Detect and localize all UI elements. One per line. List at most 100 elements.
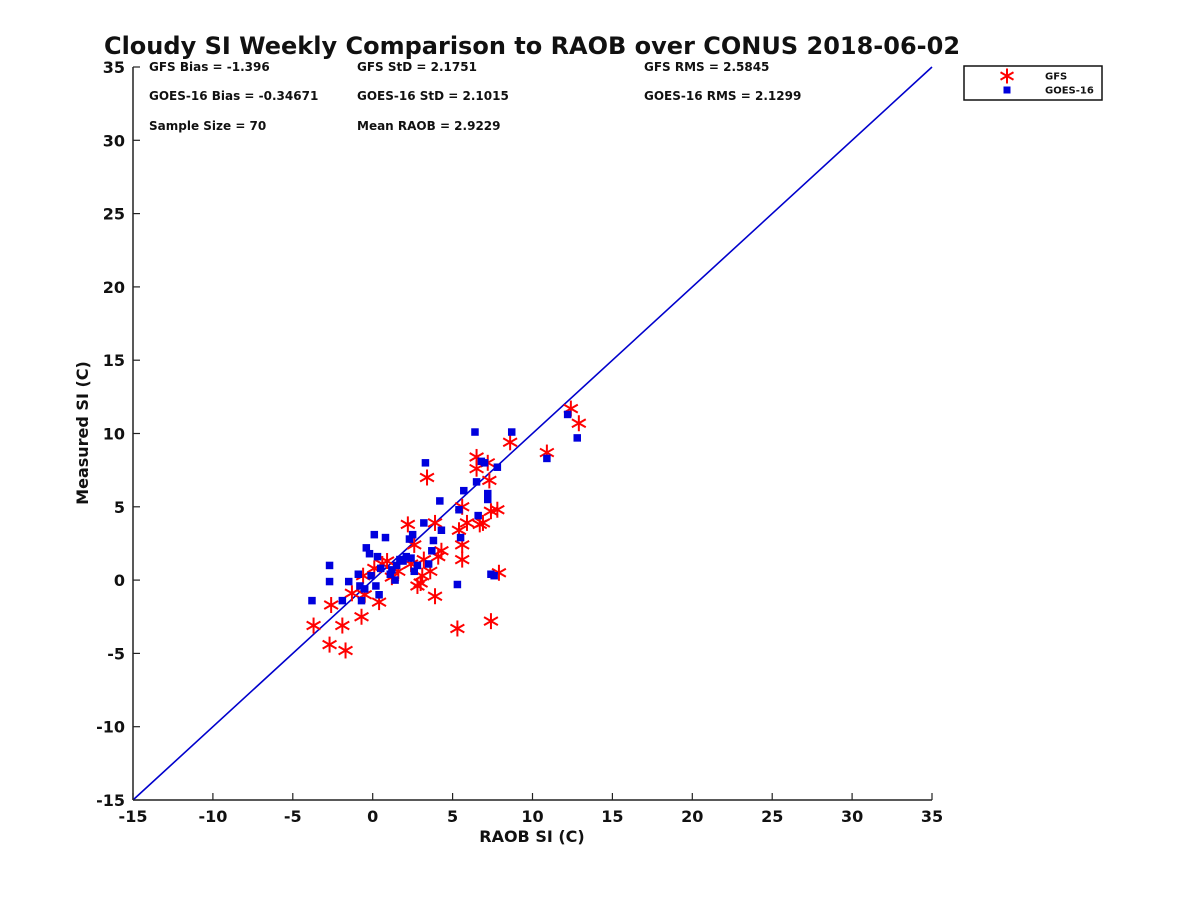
- legend-item-gfs: GFS: [1000, 68, 1067, 84]
- gfs-point: [354, 608, 369, 625]
- goes16-point: [413, 561, 422, 570]
- gfs-point: [489, 501, 505, 518]
- goes16-point: [484, 495, 492, 504]
- goes16-point: [484, 489, 492, 498]
- goes16-point: [402, 552, 411, 561]
- gfs-point: [481, 472, 497, 489]
- y-axis-ticks: -15 -10 -5 0 5 10 15 20 25 30 35: [96, 58, 140, 810]
- y-tick-label: 20: [103, 278, 125, 297]
- y-tick-label: -10: [96, 718, 125, 737]
- y-tick-label: -5: [107, 644, 125, 663]
- gfs-point: [475, 514, 491, 531]
- x-tick-label: 30: [841, 807, 863, 826]
- x-tick-label: 25: [761, 807, 783, 826]
- gfs-point: [433, 542, 449, 559]
- goes16-point: [370, 530, 379, 539]
- stat-annotation: GFS Bias = -1.396: [149, 60, 270, 74]
- goes16-point: [420, 519, 428, 527]
- x-tick-label: 35: [921, 807, 943, 826]
- y-tick-label: 30: [103, 131, 125, 150]
- goes16-point: [373, 552, 382, 561]
- one-to-one-reference-line: [132, 66, 933, 801]
- goes16-point: [563, 410, 572, 419]
- x-tick-label: -5: [284, 807, 302, 826]
- legend-box: [963, 65, 1103, 101]
- statistics-annotations: GFS Bias = -1.396 GFS StD = 2.1751 GFS RMS…: [149, 60, 801, 133]
- goes16-point: [325, 577, 334, 586]
- goes16-point: [362, 544, 371, 552]
- goes16-point: [360, 585, 369, 593]
- gfs-point: [502, 434, 518, 451]
- goes16-point: [356, 582, 364, 590]
- series-goes-16: [308, 410, 581, 605]
- goes16-point: [472, 478, 481, 486]
- gfs-point: [379, 553, 395, 570]
- goes16-point: [456, 533, 465, 542]
- stat-annotation: GFS StD = 2.1751: [357, 60, 477, 74]
- stat-annotation: Mean RAOB = 2.9229: [357, 119, 501, 133]
- gfs-point: [306, 617, 322, 634]
- goes16-point: [410, 567, 418, 576]
- goes16-point: [429, 536, 438, 545]
- stat-annotation: GOES-16 Bias = -0.34671: [149, 89, 318, 103]
- x-tick-label: -10: [198, 807, 227, 826]
- legend-label: GFS: [1045, 72, 1067, 83]
- y-tick-label: -15: [96, 791, 125, 810]
- gfs-point: [427, 588, 443, 605]
- y-tick-label: 5: [114, 498, 125, 517]
- goes16-point: [365, 549, 374, 558]
- goes16-point: [407, 554, 415, 562]
- goes16-point: [325, 561, 334, 570]
- gfs-point: [459, 514, 475, 531]
- x-tick-label: 5: [447, 807, 458, 826]
- goes16-point: [357, 596, 366, 605]
- goes16-point: [391, 576, 399, 584]
- goes16-point: [308, 596, 316, 605]
- gfs-point: [323, 597, 339, 614]
- y-tick-label: 0: [114, 571, 125, 590]
- goes16-point: [573, 434, 581, 442]
- gfs-point: [334, 617, 350, 634]
- goes16-point: [399, 557, 407, 565]
- goes16-point: [480, 459, 489, 467]
- chart-legend: GFS GOES-16: [963, 65, 1103, 101]
- legend-item-goes-16: GOES-16: [1003, 86, 1094, 97]
- stat-annotation: GOES-16 RMS = 2.1299: [644, 89, 801, 103]
- x-tick-label: -15: [119, 807, 148, 826]
- gfs-point: [338, 642, 353, 659]
- plot-area: -15 -10 -5 0 5 10 15 20 25 30 35 -15 -10 -5 0 5 10 15 20 2…: [96, 58, 943, 826]
- goes16-point: [437, 526, 446, 535]
- goes16-point: [408, 530, 417, 539]
- goes16-point: [493, 463, 502, 471]
- stat-annotation: GFS RMS = 2.5845: [644, 60, 769, 74]
- goes16-point: [405, 535, 414, 543]
- data-series-layer: [306, 400, 587, 659]
- goes16-point: [392, 561, 401, 570]
- y-tick-label: 35: [103, 58, 125, 77]
- gfs-point: [419, 469, 435, 486]
- goes16-point: [474, 511, 482, 520]
- goes16-point: [507, 428, 516, 436]
- goes16-point: [372, 582, 380, 590]
- goes16-point: [460, 486, 468, 495]
- goes16-point: [381, 533, 390, 542]
- goes16-point: [354, 570, 363, 578]
- goes16-point: [421, 459, 430, 467]
- gfs-point: [483, 613, 499, 630]
- x-tick-label: 0: [367, 807, 378, 826]
- goes16-point: [386, 570, 395, 578]
- goes16-point: [543, 454, 551, 463]
- goes16-point: [428, 547, 436, 555]
- goes16-point: [455, 505, 463, 514]
- stat-annotation: Sample Size = 70: [149, 119, 266, 133]
- goes16-point: [453, 580, 462, 589]
- x-axis-label: RAOB SI (C): [479, 827, 584, 846]
- x-tick-label: 20: [681, 807, 703, 826]
- x-tick-label: 15: [601, 807, 623, 826]
- goes16-point: [338, 596, 347, 605]
- x-axis-ticks: -15 -10 -5 0 5 10 15 20 25 30 35: [119, 793, 943, 826]
- gfs-point: [427, 514, 443, 531]
- goes16-point: [436, 497, 444, 505]
- gfs-point: [322, 636, 337, 653]
